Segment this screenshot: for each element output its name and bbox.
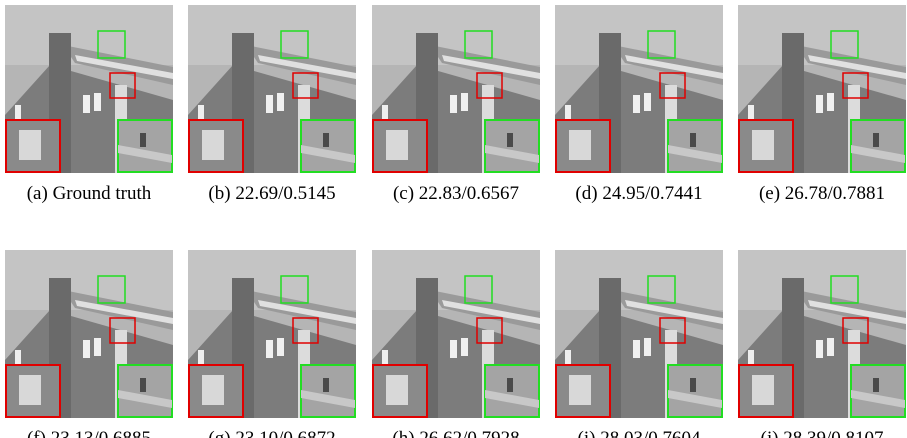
caption-text: 26.78/0.7881 [785,183,885,204]
panel-caption: (c) 22.83/0.6567 [393,183,519,204]
caption-text: 22.83/0.6567 [419,183,519,204]
panel-caption: (e) 26.78/0.7881 [759,183,885,204]
caption-text: Ground truth [53,183,152,204]
panel-image [738,5,906,173]
panel-image [372,5,540,173]
caption-text: 22.69/0.5145 [235,183,335,204]
panel-caption: (f) 23.13/0.6885 [27,428,151,438]
panel-image [738,250,906,418]
panel-caption: (h) 26.62/0.7928 [392,428,519,438]
panel-image [555,250,723,418]
caption-text: 28.39/0.8107 [783,428,883,438]
panel: (e) 26.78/0.7881 [738,5,906,204]
caption-tag: (b) [208,183,230,204]
panel-caption: (b) 22.69/0.5145 [208,183,335,204]
panel-caption: (g) 23.10/0.6872 [208,428,335,438]
caption-text: 24.95/0.7441 [602,183,702,204]
panel: (d) 24.95/0.7441 [555,5,723,204]
panel: (i) 28.03/0.7604 [555,250,723,438]
panel: (h) 26.62/0.7928 [372,250,540,438]
caption-text: 23.10/0.6872 [235,428,335,438]
caption-tag: (j) [761,428,779,438]
panel-image [5,250,173,418]
panel-caption: (a) Ground truth [27,183,152,204]
caption-tag: (g) [208,428,230,438]
caption-tag: (f) [27,428,46,438]
panel: (c) 22.83/0.6567 [372,5,540,204]
panel-image [5,5,173,173]
panel: (a) Ground truth [5,5,173,204]
caption-tag: (a) [27,183,48,204]
figure: (a) Ground truth (b) 22.69/0.5145 (c) 22.8… [0,0,907,438]
panel: (g) 23.10/0.6872 [188,250,356,438]
caption-text: 26.62/0.7928 [419,428,519,438]
panel-image [188,250,356,418]
caption-text: 28.03/0.7604 [600,428,701,438]
caption-tag: (e) [759,183,780,204]
caption-tag: (c) [393,183,414,204]
caption-tag: (d) [575,183,597,204]
caption-tag: (h) [392,428,414,438]
panel-image [555,5,723,173]
panel: (b) 22.69/0.5145 [188,5,356,204]
panel-caption: (d) 24.95/0.7441 [575,183,702,204]
panel-image [372,250,540,418]
panel: (j) 28.39/0.8107 [738,250,906,438]
panel-image [188,5,356,173]
panel-caption: (j) 28.39/0.8107 [761,428,884,438]
caption-text: 23.13/0.6885 [51,428,151,438]
panel-caption: (i) 28.03/0.7604 [578,428,701,438]
panel: (f) 23.13/0.6885 [5,250,173,438]
caption-tag: (i) [578,428,596,438]
